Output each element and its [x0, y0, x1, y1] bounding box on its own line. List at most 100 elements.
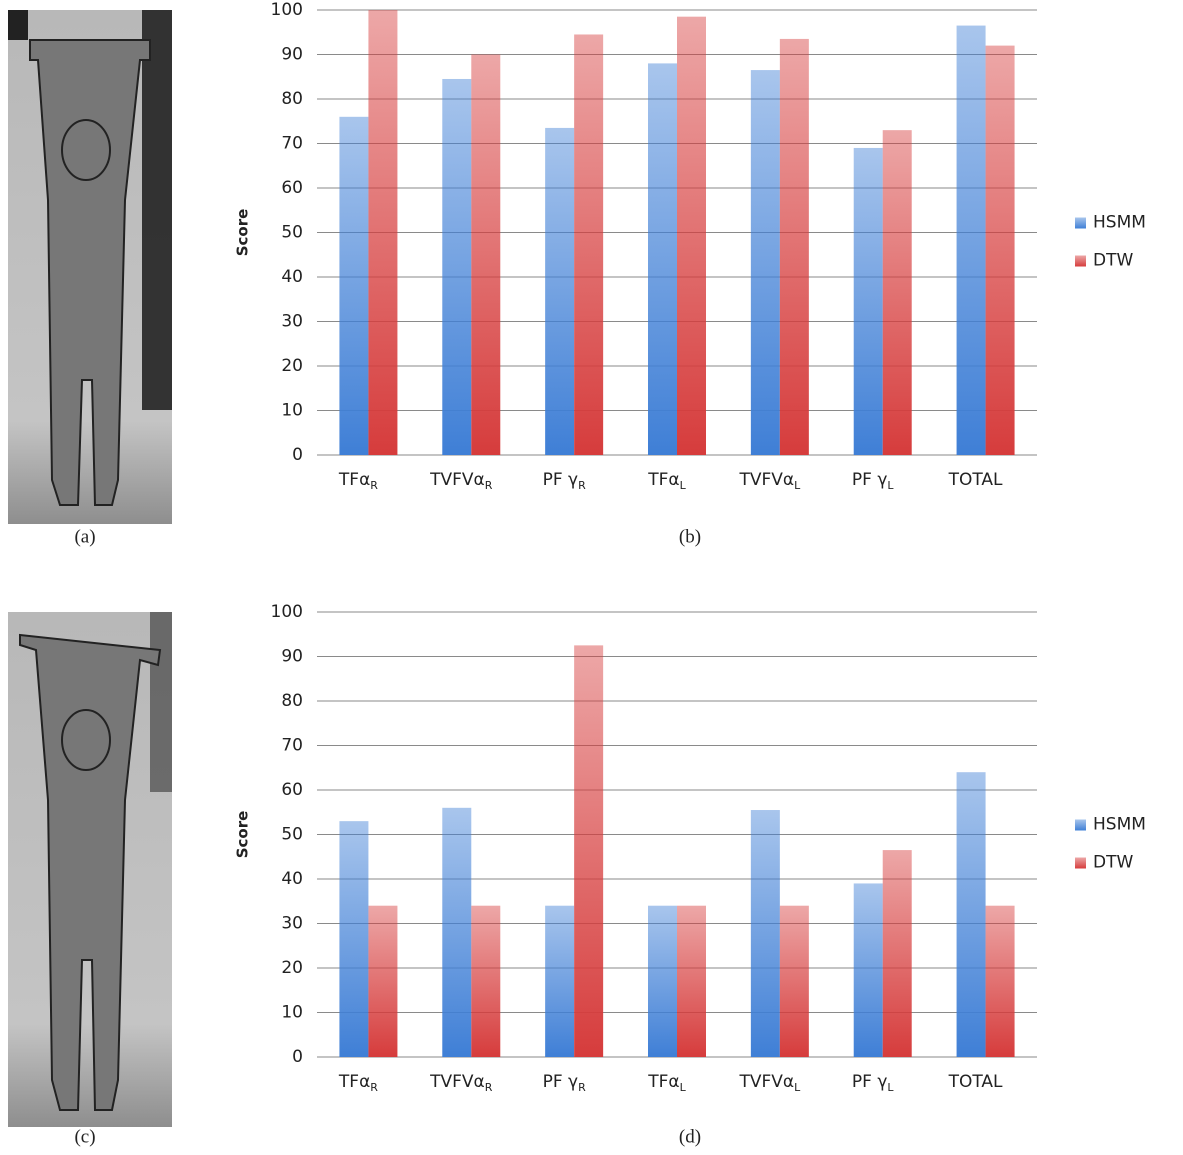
bar	[780, 906, 809, 1057]
x-tick-label-part: PF γ	[852, 1072, 888, 1092]
y-tick-label: 40	[281, 267, 303, 287]
x-tick-label-part: R	[578, 1081, 586, 1094]
bar	[883, 130, 912, 455]
y-tick-label: 20	[281, 356, 303, 376]
x-tick-label-part: PF γ	[852, 470, 888, 490]
y-tick-label: 60	[281, 178, 303, 198]
x-tick-label-part: TVFVα	[738, 470, 794, 490]
x-tick-label: TFαR	[338, 470, 378, 492]
x-tick-label-part: R	[578, 479, 586, 492]
bar	[883, 850, 912, 1057]
legend-swatch	[1075, 820, 1086, 831]
x-tick-label-part: TFα	[647, 1072, 679, 1092]
caption: (a)	[74, 526, 95, 547]
x-tick-label-part: TOTAL	[948, 470, 1003, 490]
x-tick-label-part: L	[680, 1081, 687, 1094]
bar	[574, 645, 603, 1057]
x-tick-label: TFαL	[647, 470, 686, 492]
legend-swatch	[1075, 256, 1086, 267]
x-tick-label-part: L	[680, 479, 687, 492]
y-tick-label: 10	[281, 1003, 303, 1023]
y-tick-label: 80	[281, 691, 303, 711]
page: {"chart_data": [ {"type": "bar", "y_labe…	[0, 0, 1183, 1155]
x-tick-label: TVFVαL	[738, 1072, 801, 1094]
x-tick-label-part: PF γ	[543, 470, 579, 490]
y-tick-label: 40	[281, 869, 303, 889]
bar	[986, 906, 1015, 1057]
y-tick-label: 20	[281, 958, 303, 978]
bar	[677, 906, 706, 1057]
x-tick-label-part: L	[794, 1081, 801, 1094]
bar	[854, 148, 883, 455]
y-tick-label: 60	[281, 780, 303, 800]
y-tick-label: 70	[281, 736, 303, 756]
y-tick-label: 100	[271, 602, 303, 622]
legend-label: HSMM	[1093, 815, 1146, 835]
legend-label: DTW	[1093, 853, 1133, 873]
x-tick-label-part: PF γ	[543, 1072, 579, 1092]
x-tick-label-part: TFα	[338, 1072, 370, 1092]
x-tick-label: TVFVαR	[429, 470, 493, 492]
y-tick-label: 0	[292, 445, 303, 465]
bar	[751, 70, 780, 455]
bar	[957, 772, 986, 1057]
x-tick-label-part: TOTAL	[948, 1072, 1003, 1092]
figure: (a) (b) (c) (d) 0 10 20 30 40 50 60 70 80 90 100 Sc…	[0, 0, 1183, 1151]
x-tick-label-part: R	[485, 1081, 493, 1094]
y-tick-label: 90	[281, 45, 303, 65]
x-tick-label-part: R	[370, 479, 378, 492]
bar	[471, 906, 500, 1057]
y-axis-label: Score	[234, 811, 252, 859]
bar	[677, 17, 706, 455]
bar	[368, 10, 397, 455]
y-tick-label: 30	[281, 312, 303, 332]
x-tick-label-part: TFα	[338, 470, 370, 490]
y-tick-label: 50	[281, 223, 303, 243]
x-tick-label-part: TFα	[647, 470, 679, 490]
legend-label: HSMM	[1093, 213, 1146, 233]
x-tick-label: PF γL	[852, 1072, 895, 1094]
bar	[368, 906, 397, 1057]
bar	[854, 883, 883, 1057]
bar	[574, 34, 603, 455]
y-tick-label: 70	[281, 134, 303, 154]
depth-image-c	[8, 612, 172, 1127]
legend-swatch	[1075, 218, 1086, 229]
x-tick-label-part: TVFVα	[429, 470, 485, 490]
caption: (b)	[679, 526, 701, 547]
caption: (d)	[679, 1126, 701, 1147]
bar	[648, 63, 677, 455]
x-tick-label: TVFVαL	[738, 470, 801, 492]
bar	[339, 117, 368, 455]
x-tick-label-part: TVFVα	[738, 1072, 794, 1092]
caption: (c)	[74, 1126, 95, 1147]
x-tick-label: TOTAL	[948, 1072, 1003, 1092]
bar	[442, 79, 471, 455]
y-tick-label: 90	[281, 647, 303, 667]
y-tick-label: 100	[271, 0, 303, 20]
bar	[957, 26, 986, 455]
x-tick-label-part: R	[485, 479, 493, 492]
x-tick-label: PF γL	[852, 470, 895, 492]
x-tick-label-part: R	[370, 1081, 378, 1094]
bar	[339, 821, 368, 1057]
x-tick-label: TFαR	[338, 1072, 378, 1094]
x-tick-label: PF γR	[543, 1072, 587, 1094]
x-tick-label-part: L	[794, 479, 801, 492]
bar	[648, 906, 677, 1057]
x-tick-label-part: L	[887, 1081, 894, 1094]
bar	[545, 906, 574, 1057]
bar	[545, 128, 574, 455]
x-tick-label-part: TVFVα	[429, 1072, 485, 1092]
y-tick-label: 0	[292, 1047, 303, 1067]
legend-swatch	[1075, 858, 1086, 869]
y-tick-label: 50	[281, 825, 303, 845]
bar	[780, 39, 809, 455]
x-tick-label: PF γR	[543, 470, 587, 492]
bar	[986, 46, 1015, 455]
bar	[442, 808, 471, 1057]
x-tick-label-part: L	[887, 479, 894, 492]
bar	[751, 810, 780, 1057]
